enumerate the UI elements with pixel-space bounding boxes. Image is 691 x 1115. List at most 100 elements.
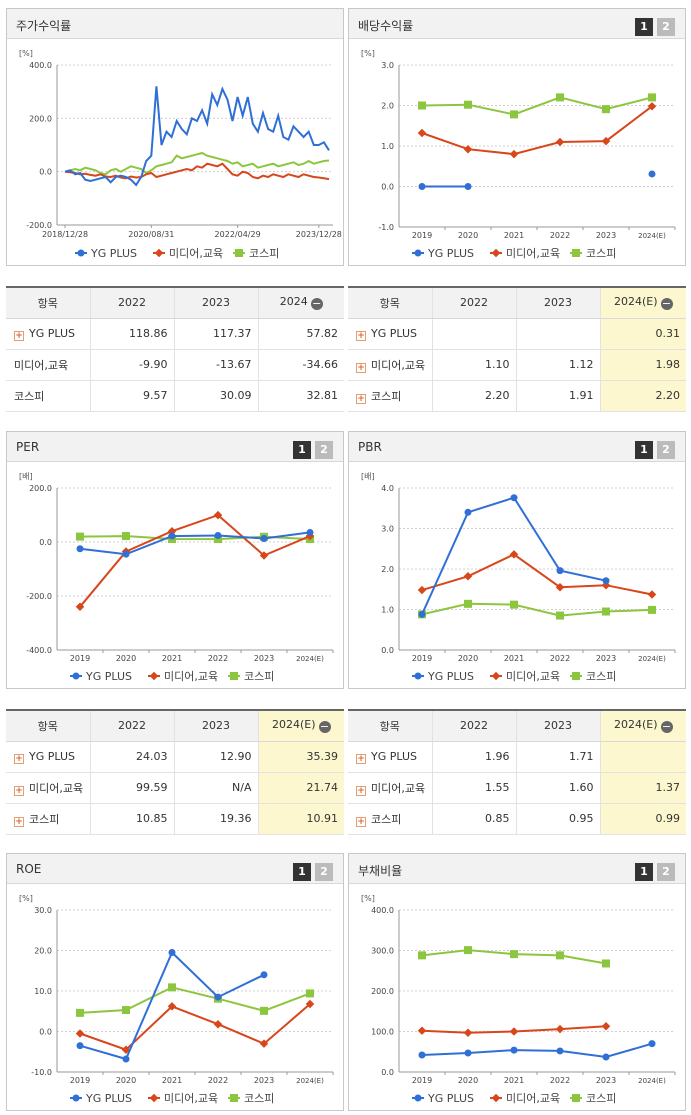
value-cell: 57.82 [257, 318, 344, 350]
data-point [602, 959, 610, 968]
legend-marker [491, 1093, 501, 1103]
data-point [76, 545, 84, 553]
cell-text: 1.71 [569, 750, 594, 763]
y-tick-label: 30.0 [34, 906, 52, 915]
expand-icon[interactable]: + [356, 816, 366, 827]
chart-tab-2-button[interactable]: 2 [657, 18, 675, 36]
y-tick-label: 2.0 [381, 102, 394, 111]
x-tick-label: 2024(E) [638, 232, 666, 240]
x-tick-label: 2020/08/31 [128, 230, 174, 239]
chart-tab-1-button[interactable]: 1 [635, 863, 653, 881]
expand-icon[interactable]: + [356, 753, 366, 764]
data-point [555, 137, 565, 147]
cell-text: 19.36 [220, 812, 252, 825]
x-tick-label: 2020 [458, 654, 478, 663]
data-point [122, 1006, 130, 1015]
table-header-cell: 항목 [6, 287, 90, 319]
legend-label: YG PLUS [85, 670, 132, 683]
value-cell: 9.57 [89, 380, 174, 412]
collapse-icon[interactable]: − [318, 720, 331, 734]
expand-icon[interactable]: + [356, 362, 366, 373]
data-point [305, 999, 315, 1009]
y-tick-label: 0.0 [39, 538, 52, 547]
row-label-cell: + YG PLUS [6, 741, 90, 773]
x-tick-label: 2023/12/28 [296, 230, 342, 239]
expand-icon[interactable]: + [14, 330, 24, 341]
chart-tab-1-button[interactable]: 1 [293, 441, 311, 459]
y-tick-label: 4.0 [381, 484, 394, 493]
cell-text: 미디어,교육 [14, 358, 69, 372]
data-point [76, 532, 84, 541]
x-tick-label: 2019 [412, 654, 432, 663]
cell-text: 미디어,교육 [371, 358, 426, 372]
data-point [213, 510, 223, 520]
data-point [602, 607, 610, 616]
y-tick-label: -1.0 [378, 223, 394, 232]
data-point [168, 949, 176, 957]
data-point [463, 572, 473, 581]
table-header-cell: 2024(E) − [599, 287, 686, 319]
legend-marker [491, 671, 501, 681]
panel-header: PBR 1 2 [349, 432, 685, 462]
cell-text: 1.37 [655, 781, 681, 794]
chart-tab-1-button[interactable]: 1 [635, 441, 653, 459]
chart-tab-1-button[interactable]: 1 [635, 18, 653, 36]
expand-icon[interactable]: + [14, 753, 24, 764]
chart-tab-2-button[interactable]: 2 [315, 441, 333, 459]
data-point [418, 183, 426, 190]
table-header-cell: 2022 [89, 287, 174, 319]
table-row: + YG PLUS 24.03 12.90 35.39 [6, 741, 344, 773]
data-point [417, 1026, 427, 1035]
table-row: + 미디어,교육 1.10 1.12 1.98 [348, 349, 686, 381]
chart-svg: [%] 400.0 300.0 200.0 100.0 0.0 2019 2020 2021 20… [361, 894, 676, 1105]
expand-icon[interactable]: + [356, 393, 366, 404]
table-row: + 코스피 10.85 19.36 10.91 [6, 803, 344, 835]
legend-label: 미디어,교육 [506, 1092, 560, 1105]
x-tick-label: 2019 [70, 1076, 90, 1085]
chart-svg: [%]30.0 20.0 10.0 0.0 -10.0 2019 2020 2021 2022 2… [19, 894, 334, 1105]
cell-text: YG PLUS [371, 749, 417, 763]
cell-text: 30.09 [220, 389, 252, 402]
legend-label: 미디어,교육 [506, 247, 560, 260]
cell-text: 코스피 [371, 389, 402, 403]
value-cell: 2.20 [599, 380, 686, 412]
x-tick-label: 2021 [504, 231, 524, 240]
cell-text: -34.66 [302, 358, 338, 371]
y-tick-label: 2.0 [381, 565, 394, 574]
collapse-icon[interactable]: − [660, 720, 673, 734]
row-label-cell: + 미디어,교육 [6, 772, 90, 804]
x-tick-label: 2024(E) [638, 655, 666, 663]
y-tick-label: -10.0 [31, 1068, 52, 1077]
expand-icon[interactable]: + [356, 785, 366, 796]
value-cell: 10.85 [89, 803, 174, 835]
chart-tab-1-button[interactable]: 1 [293, 863, 311, 881]
data-point [647, 590, 657, 599]
chart-panel-5: 부채비율 1 2 [%] 400.0 300.0 200.0 100.0 0.0 2019 2020… [348, 853, 686, 1111]
value-cell: 1.60 [515, 772, 600, 804]
header-label: 2023 [202, 296, 230, 310]
header-label: 2024(E) [271, 718, 316, 732]
value-cell: 1.98 [599, 349, 686, 381]
x-tick-label: 2022 [550, 231, 570, 240]
value-cell: -13.67 [173, 349, 258, 381]
x-tick-label: 2021 [162, 654, 182, 663]
collapse-icon[interactable]: − [660, 297, 673, 311]
cell-text: 99.59 [136, 781, 168, 794]
chart-tab-2-button[interactable]: 2 [315, 863, 333, 881]
legend-marker [154, 248, 164, 258]
collapse-icon[interactable]: − [310, 297, 323, 311]
chart-tab-2-button[interactable]: 2 [657, 863, 675, 881]
data-point [122, 550, 130, 558]
y-unit-label: [%] [361, 894, 375, 903]
expand-icon[interactable]: + [356, 330, 366, 341]
cell-text: 12.90 [220, 750, 252, 763]
expand-icon[interactable]: + [14, 816, 24, 827]
expand-icon[interactable]: + [14, 785, 24, 796]
y-tick-label: 200.0 [29, 484, 52, 493]
header-label: 2022 [118, 296, 146, 310]
chart-tab-2-button[interactable]: 2 [657, 441, 675, 459]
x-tick-label: 2022/04/29 [215, 230, 261, 239]
legend-label: YG PLUS [427, 1092, 474, 1105]
